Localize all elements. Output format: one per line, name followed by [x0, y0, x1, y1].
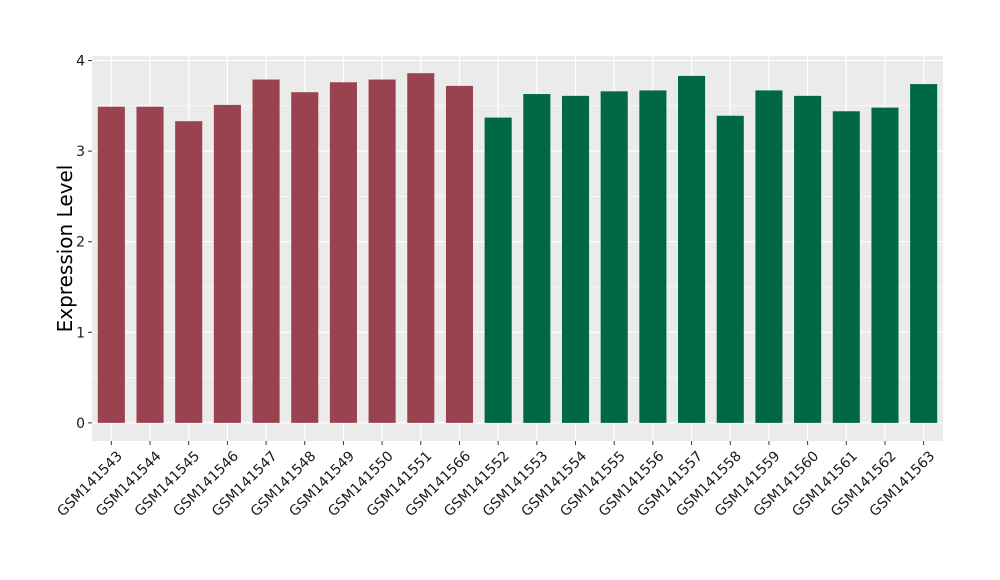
y-axis-title: Expression Level	[53, 165, 77, 333]
bar-GSM141547	[252, 79, 280, 423]
bar-GSM141552	[484, 117, 512, 423]
bar-GSM141555	[600, 91, 628, 423]
y-tick-label: 4	[76, 54, 85, 70]
bar-GSM141545	[175, 121, 203, 423]
bar-GSM141566	[445, 85, 474, 423]
bar-GSM141563	[910, 84, 938, 423]
bar-GSM141557	[678, 75, 706, 423]
y-tick-label: 3	[76, 144, 85, 160]
bar-GSM141548	[291, 92, 319, 423]
bar-GSM141556	[639, 90, 667, 423]
bar-GSM141559	[755, 90, 783, 423]
bar-GSM141544	[136, 106, 164, 423]
bar-GSM141562	[871, 107, 899, 423]
bar-GSM141546	[213, 104, 241, 423]
bar-GSM141543	[97, 106, 125, 423]
bar-GSM141551	[407, 73, 435, 423]
x-axis: GSM141543GSM141544GSM141545GSM141546GSM1…	[54, 441, 938, 520]
x-tick-label: GSM141543	[54, 448, 126, 520]
y-tick-label: 0	[76, 416, 85, 432]
bar-GSM141554	[561, 95, 590, 423]
bar-GSM141549	[329, 82, 357, 423]
y-axis: 0 1 2 3 4	[76, 54, 92, 432]
y-tick-label: 2	[76, 235, 85, 251]
bar-GSM141553	[523, 94, 551, 423]
bar-GSM141560	[794, 95, 822, 423]
bar-GSM141550	[368, 79, 396, 423]
y-tick-label: 1	[76, 325, 85, 341]
bar-GSM141561	[832, 111, 860, 423]
bar-GSM141558	[716, 115, 744, 423]
bars	[97, 73, 938, 423]
